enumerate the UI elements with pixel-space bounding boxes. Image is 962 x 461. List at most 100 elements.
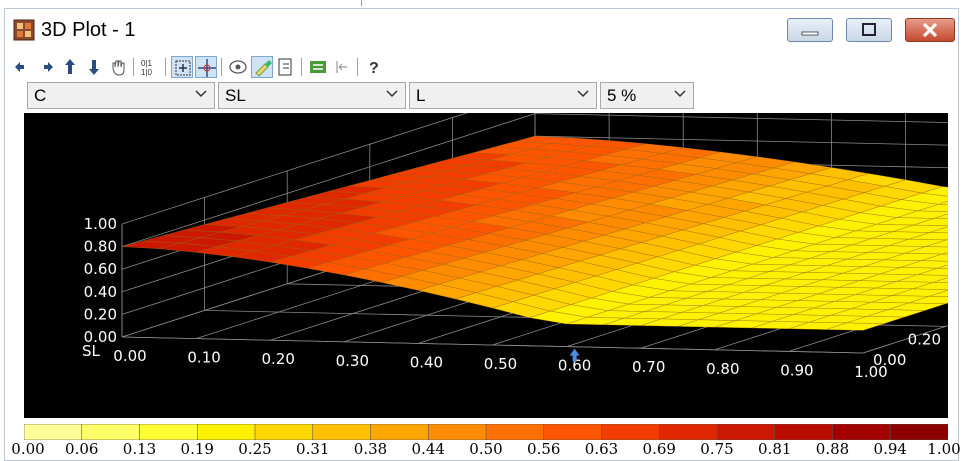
colorbar-swatch [543,424,603,440]
colorbar-tick-label: 0.00 [11,440,45,458]
colorbar-tick-label: 0.38 [353,440,388,458]
surface-cell [941,251,948,255]
crosshair-icon [198,59,216,77]
y-axis-select[interactable]: SL [218,82,406,109]
colorbar-tick-label: 0.94 [873,440,907,458]
colorbar [24,424,948,440]
rotate-right-button[interactable] [35,56,57,78]
rotate-left-button[interactable] [11,56,33,78]
l-tick-label-left: 0.40 [84,283,117,301]
toolbar-separator [357,58,358,76]
crosshair-button[interactable] [195,56,217,78]
top-strip [0,0,962,8]
axis-scale-button[interactable]: 0|1 1|0 [139,56,161,78]
zoom-box-icon [175,60,191,76]
export-icon [278,58,292,76]
l-tick-label-left: 0.00 [84,328,117,346]
sl-tick-label: 0.90 [780,361,813,379]
x-axis-value: C [34,86,47,105]
sl-marker-arrow [569,348,580,362]
maximize-icon [862,23,876,36]
colorbar-swatch [312,424,372,440]
surface-view-button[interactable] [227,56,249,78]
y-axis-value: SL [225,86,246,105]
surface-cell [929,290,948,297]
divider-tick [361,0,362,6]
svg-text:0|1: 0|1 [141,59,153,68]
sl-tick-label: 0.60 [558,357,591,375]
colorbar-tick-label: 0.75 [700,440,734,458]
colorbar-swatch [81,424,141,440]
toolbar-separator [221,58,222,76]
help-button[interactable]: ? [363,56,385,78]
colorbar-swatch [889,424,948,440]
chevron-down-icon [577,90,589,98]
colorbar-tick-label: 0.50 [469,440,503,458]
pan-hand-icon [112,60,125,76]
step-value: 5 % [607,86,637,105]
export-button[interactable] [275,56,297,78]
position-markers [569,348,580,362]
box-front-edges [121,224,948,354]
maximize-button[interactable] [846,18,892,42]
step-icon [336,61,347,73]
rotate-up-button[interactable] [59,56,81,78]
rotate-up-icon [65,59,75,74]
l-tick-label-left: 0.60 [84,260,117,278]
colorbar-tick-label: 0.13 [122,440,157,458]
colorbar-swatch [774,424,834,440]
colorbar-tick-label: 0.19 [180,440,214,458]
colorbar-tick-label: 0.31 [296,440,330,458]
colorbar-tick-label: 0.06 [65,440,99,458]
sl-tick-label: 0.00 [113,347,146,365]
surface-cell [825,322,884,331]
svg-text:1|0: 1|0 [141,68,153,77]
colorbar-tick-label: 0.88 [815,440,850,458]
axis-scale-icon: 0|11|0 [141,59,153,77]
colorbar-swatch [24,424,83,440]
surface-mesh [121,136,948,331]
l-tick-label-left: 0.20 [84,305,117,323]
paint-button[interactable] [251,56,273,78]
sl-tick-label: 1.00 [854,363,887,381]
colorbar-swatch [601,424,661,440]
legend-icon [310,61,326,73]
rotate-down-button[interactable] [83,56,105,78]
toolbar-separator [165,58,166,76]
close-icon [922,22,938,38]
colorbar-swatch [716,424,776,440]
sl-tick-label: 0.50 [484,355,517,373]
legend-button[interactable] [307,56,329,78]
surface-plot[interactable]: 0.00 0.10 0.20 0.30 0.40 0.50 0.60 0.70 0.80 0.90… [24,113,948,418]
zoom-box-button[interactable] [171,56,193,78]
svg-text:?: ? [369,60,379,77]
x-axis-select[interactable]: C [27,82,215,109]
c-tick-label: 0.00 [873,351,906,369]
surface-view-icon [229,60,247,74]
z-axis-value: L [416,86,426,105]
colorbar-tick-label: 1.00 [927,440,961,458]
sl-tick-label: 0.10 [187,349,220,367]
step-select[interactable]: 5 % [600,82,694,109]
close-button[interactable] [905,18,955,42]
toolbar-separator [133,58,134,76]
sl-tick-label: 0.80 [706,360,739,378]
rotate-down-icon [89,60,99,75]
colorbar-tick-label: 0.63 [584,440,619,458]
surface-cell [925,239,948,248]
title-bar[interactable]: 3D Plot - 1 [5,9,958,51]
step-button[interactable] [331,56,353,78]
chevron-down-icon [674,90,686,98]
colorbar-tick-label: 0.44 [411,440,445,458]
minimize-button[interactable] [787,18,833,42]
colorbar-swatch [139,424,199,440]
surface-cell [933,277,948,283]
pan-hand-button[interactable] [107,56,129,78]
colorbar-tick-label: 0.25 [238,440,272,458]
l-tick-label-left: 1.00 [84,215,117,233]
sl-axis-label: SL [82,342,101,360]
sl-tick-label: 0.40 [410,353,443,371]
toolbar-separator [301,58,302,76]
z-axis-select[interactable]: L [409,82,597,109]
colorbar-swatch [427,424,487,440]
